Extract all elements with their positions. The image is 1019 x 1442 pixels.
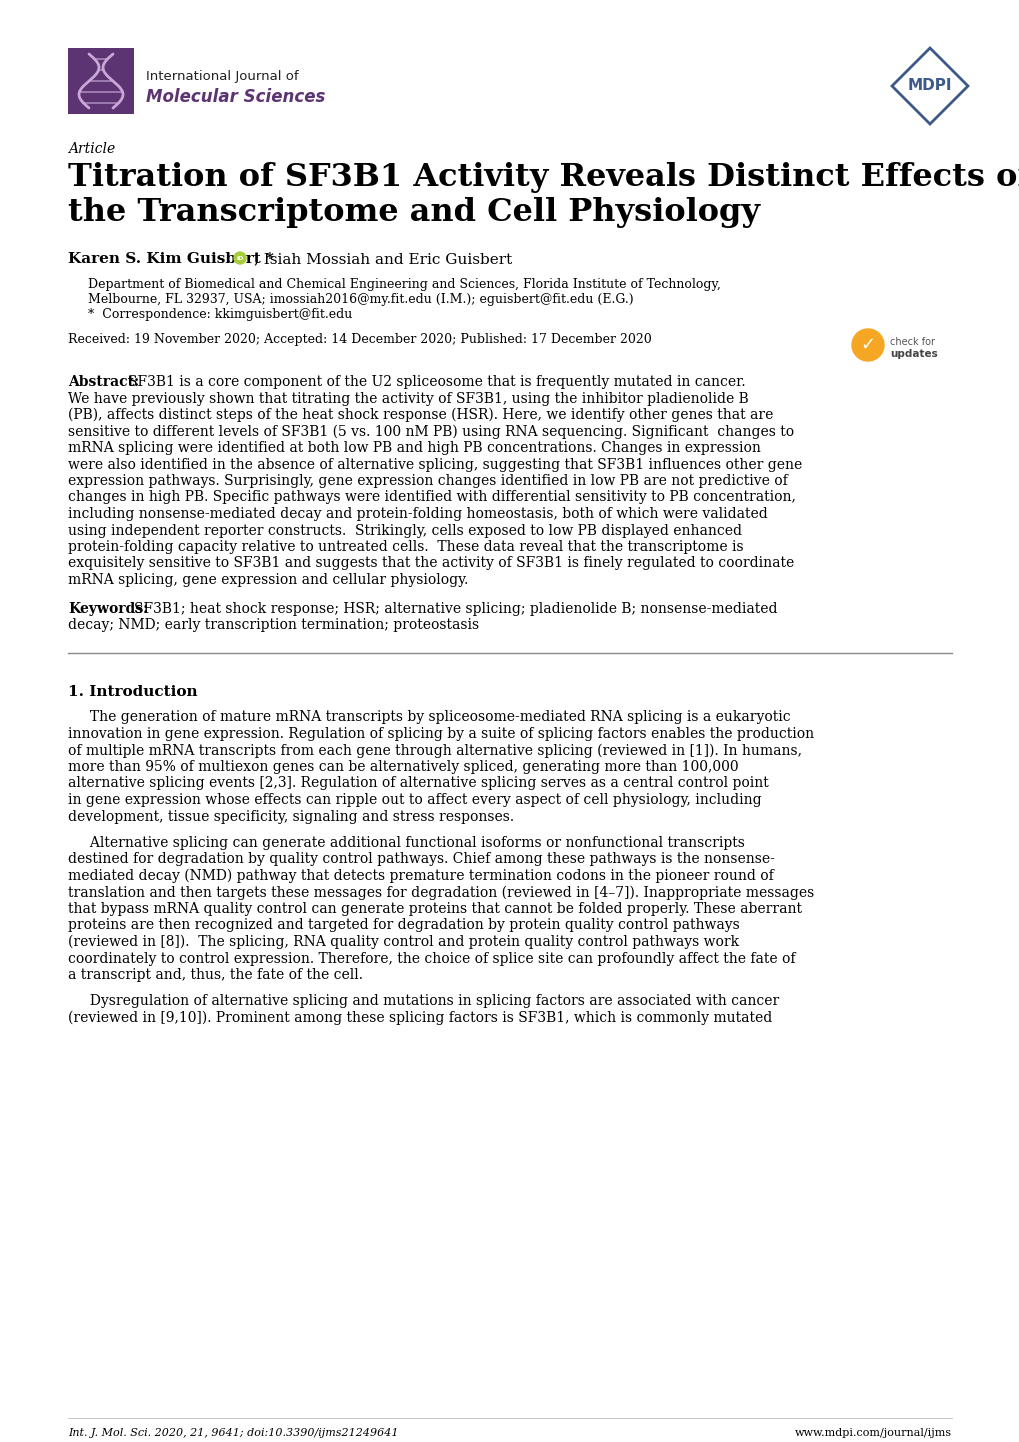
Text: a transcript and, thus, the fate of the cell.: a transcript and, thus, the fate of the … (68, 968, 363, 982)
Text: check for: check for (890, 337, 934, 348)
Text: translation and then targets these messages for degradation (reviewed in [4–7]).: translation and then targets these messa… (68, 885, 813, 900)
Text: , Isiah Mossiah and Eric Guisbert: , Isiah Mossiah and Eric Guisbert (254, 252, 512, 265)
Text: Dysregulation of alternative splicing and mutations in splicing factors are asso: Dysregulation of alternative splicing an… (68, 995, 779, 1008)
Text: of multiple mRNA transcripts from each gene through alternative splicing (review: of multiple mRNA transcripts from each g… (68, 744, 801, 758)
Text: decay; NMD; early transcription termination; proteostasis: decay; NMD; early transcription terminat… (68, 619, 479, 632)
Text: Abstract:: Abstract: (68, 375, 139, 389)
Text: using independent reporter constructs.  Strikingly, cells exposed to low PB disp: using independent reporter constructs. S… (68, 523, 741, 538)
Text: changes in high PB. Specific pathways were identified with differential sensitiv: changes in high PB. Specific pathways we… (68, 490, 795, 505)
Text: Received: 19 November 2020; Accepted: 14 December 2020; Published: 17 December 2: Received: 19 November 2020; Accepted: 14… (68, 333, 651, 346)
Text: updates: updates (890, 349, 936, 359)
Text: Alternative splicing can generate additional functional isoforms or nonfunctiona: Alternative splicing can generate additi… (68, 836, 744, 849)
Text: expression pathways. Surprisingly, gene expression changes identified in low PB : expression pathways. Surprisingly, gene … (68, 474, 787, 487)
Text: mRNA splicing, gene expression and cellular physiology.: mRNA splicing, gene expression and cellu… (68, 572, 468, 587)
Text: were also identified in the absence of alternative splicing, suggesting that SF3: were also identified in the absence of a… (68, 457, 802, 472)
Text: Department of Biomedical and Chemical Engineering and Sciences, Florida Institut: Department of Biomedical and Chemical En… (88, 278, 720, 291)
Text: SF3B1 is a core component of the U2 spliceosome that is frequently mutated in ca: SF3B1 is a core component of the U2 spli… (127, 375, 745, 389)
Text: more than 95% of multiexon genes can be alternatively spliced, generating more t: more than 95% of multiexon genes can be … (68, 760, 738, 774)
Text: Int. J. Mol. Sci. 2020, 21, 9641; doi:10.3390/ijms21249641: Int. J. Mol. Sci. 2020, 21, 9641; doi:10… (68, 1428, 398, 1438)
Text: protein-folding capacity relative to untreated cells.  These data reveal that th: protein-folding capacity relative to unt… (68, 539, 743, 554)
Text: MDPI: MDPI (907, 78, 952, 94)
Text: (PB), affects distinct steps of the heat shock response (HSR). Here, we identify: (PB), affects distinct steps of the heat… (68, 408, 772, 423)
Text: Titration of SF3B1 Activity Reveals Distinct Effects on: Titration of SF3B1 Activity Reveals Dist… (68, 162, 1019, 193)
Text: sensitive to different levels of SF3B1 (5 vs. 100 nM PB) using RNA sequencing. S: sensitive to different levels of SF3B1 (… (68, 424, 794, 438)
Polygon shape (892, 48, 967, 124)
Text: coordinately to control expression. Therefore, the choice of splice site can pro: coordinately to control expression. Ther… (68, 952, 795, 966)
Text: in gene expression whose effects can ripple out to affect every aspect of cell p: in gene expression whose effects can rip… (68, 793, 761, 808)
Text: Molecular Sciences: Molecular Sciences (146, 88, 325, 107)
Text: We have previously shown that titrating the activity of SF3B1, using the inhibit: We have previously shown that titrating … (68, 391, 748, 405)
Text: destined for degradation by quality control pathways. Chief among these pathways: destined for degradation by quality cont… (68, 852, 774, 867)
Text: ✓: ✓ (860, 336, 874, 353)
Text: International Journal of: International Journal of (146, 71, 299, 84)
Circle shape (233, 252, 246, 264)
Text: proteins are then recognized and targeted for degradation by protein quality con: proteins are then recognized and targete… (68, 919, 739, 933)
Text: alternative splicing events [2,3]. Regulation of alternative splicing serves as : alternative splicing events [2,3]. Regul… (68, 776, 768, 790)
Text: 1. Introduction: 1. Introduction (68, 685, 198, 698)
Text: mediated decay (NMD) pathway that detects premature termination codons in the pi: mediated decay (NMD) pathway that detect… (68, 870, 773, 884)
Text: (reviewed in [9,10]). Prominent among these splicing factors is SF3B1, which is : (reviewed in [9,10]). Prominent among th… (68, 1011, 771, 1025)
Text: innovation in gene expression. Regulation of splicing by a suite of splicing fac: innovation in gene expression. Regulatio… (68, 727, 813, 741)
Text: www.mdpi.com/journal/ijms: www.mdpi.com/journal/ijms (794, 1428, 951, 1438)
Text: iD: iD (236, 255, 244, 261)
Text: Melbourne, FL 32937, USA; imossiah2016@my.fit.edu (I.M.); eguisbert@fit.edu (E.G: Melbourne, FL 32937, USA; imossiah2016@m… (88, 293, 633, 306)
Text: exquisitely sensitive to SF3B1 and suggests that the activity of SF3B1 is finely: exquisitely sensitive to SF3B1 and sugge… (68, 557, 794, 571)
FancyBboxPatch shape (68, 48, 133, 114)
Text: SF3B1; heat shock response; HSR; alternative splicing; pladienolide B; nonsense-: SF3B1; heat shock response; HSR; alterna… (133, 601, 776, 616)
Text: The generation of mature mRNA transcripts by spliceosome-mediated RNA splicing i: The generation of mature mRNA transcript… (68, 711, 790, 724)
Text: *  Correspondence: kkimguisbert@fit.edu: * Correspondence: kkimguisbert@fit.edu (88, 309, 352, 322)
Text: (reviewed in [8]).  The splicing, RNA quality control and protein quality contro: (reviewed in [8]). The splicing, RNA qua… (68, 934, 739, 949)
Text: including nonsense-mediated decay and protein-folding homeostasis, both of which: including nonsense-mediated decay and pr… (68, 508, 767, 521)
Text: mRNA splicing were identified at both low PB and high PB concentrations. Changes: mRNA splicing were identified at both lo… (68, 441, 760, 456)
Text: that bypass mRNA quality control can generate proteins that cannot be folded pro: that bypass mRNA quality control can gen… (68, 903, 801, 916)
Circle shape (851, 329, 883, 360)
Text: Keywords:: Keywords: (68, 601, 148, 616)
Text: Karen S. Kim Guisbert *: Karen S. Kim Guisbert * (68, 252, 274, 265)
Text: development, tissue specificity, signaling and stress responses.: development, tissue specificity, signali… (68, 809, 514, 823)
Text: Article: Article (68, 141, 115, 156)
Text: the Transcriptome and Cell Physiology: the Transcriptome and Cell Physiology (68, 198, 759, 228)
